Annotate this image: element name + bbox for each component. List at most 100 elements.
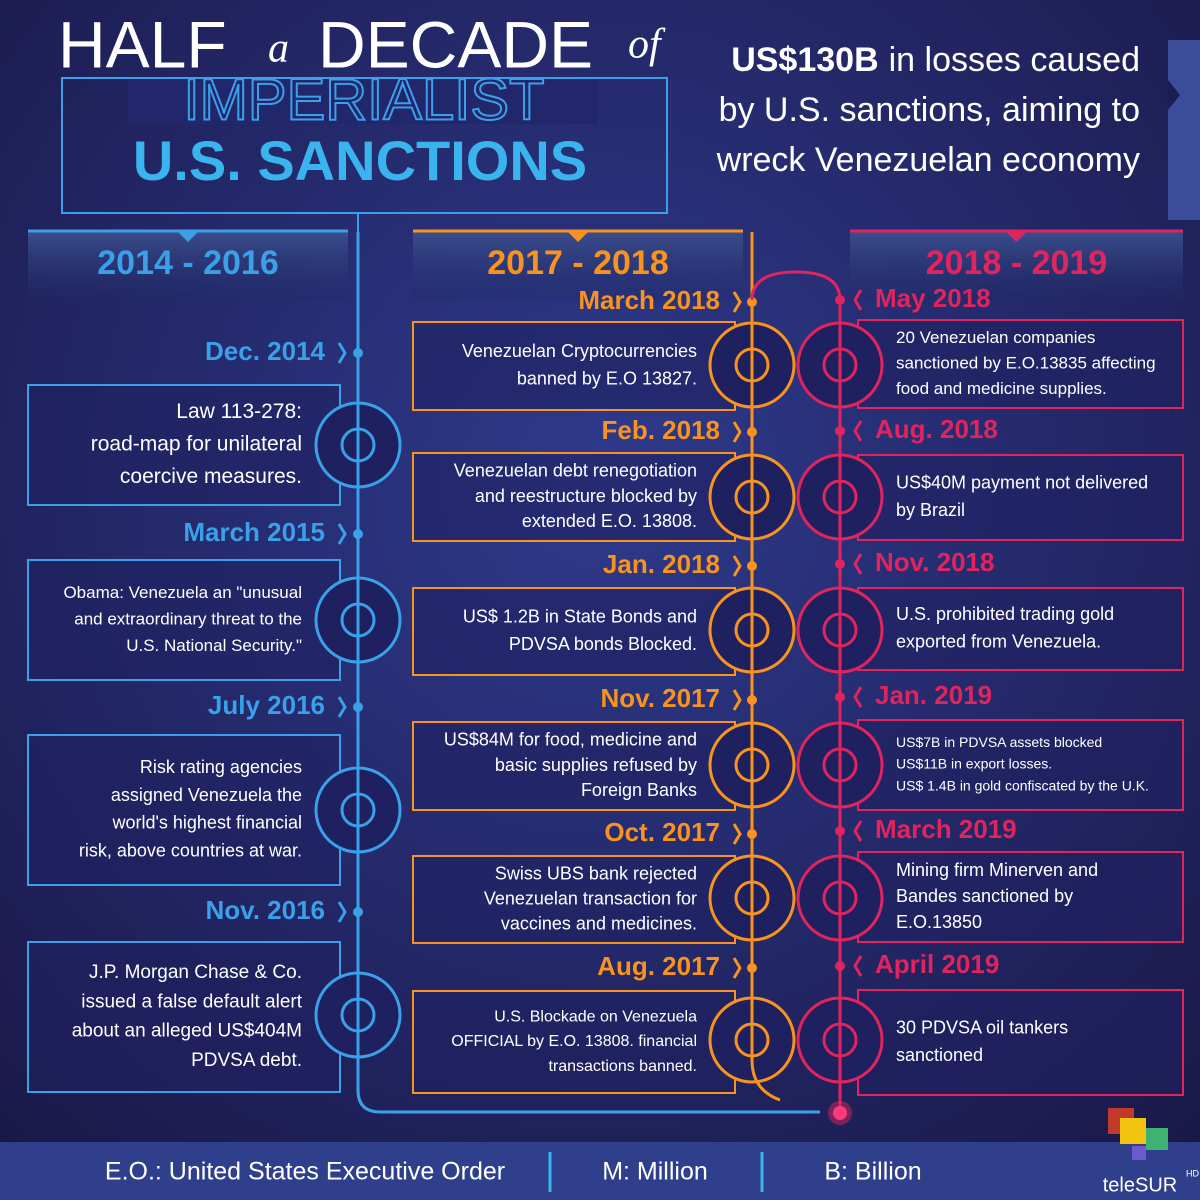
event-text: Obama: Venezuela an "unusual — [63, 583, 302, 602]
legend-item: E.O.: United States Executive Order — [105, 1158, 505, 1186]
event-text: road-map for unilateral — [91, 433, 302, 456]
event-date: Nov. 2016 — [206, 895, 325, 925]
event-box — [857, 587, 1184, 671]
event-text: OFFICIAL by E.O. 13808. financial — [451, 1033, 697, 1050]
event-text: Mining firm Minerven and — [896, 860, 1098, 880]
logo-mark — [1108, 1108, 1168, 1160]
date-chevron — [732, 823, 742, 845]
event-text: US$40M payment not delivered — [896, 472, 1148, 492]
event-text: 20 Venezuelan companies — [896, 328, 1095, 347]
event-text: PDVSA bonds Blocked. — [509, 634, 697, 654]
event-date: Aug. 2017 — [597, 951, 720, 981]
event-text: Foreign Banks — [581, 780, 697, 800]
date-chevron — [853, 686, 863, 708]
date-chevron — [337, 696, 347, 718]
event-text: about an alleged US$404M — [72, 1021, 302, 1042]
event-text: by Brazil — [896, 500, 965, 520]
event-text: exported from Venezuela. — [896, 632, 1101, 652]
headline-line: US$130B in losses caused — [731, 41, 1140, 79]
event-text: extended E.O. 13808. — [522, 511, 697, 531]
legend-item: B: Billion — [824, 1158, 921, 1186]
event-text: basic supplies refused by — [495, 755, 697, 775]
event-date: Nov. 2018 — [875, 547, 994, 577]
date-chevron — [853, 420, 863, 442]
event-box — [857, 319, 1184, 409]
event-box — [857, 454, 1184, 541]
event-date: April 2019 — [875, 949, 999, 979]
column-header-notch — [178, 232, 198, 242]
event-text: vaccines and medicines. — [501, 913, 697, 933]
event-text: E.O.13850 — [896, 912, 982, 932]
date-chevron — [853, 289, 863, 311]
event-box — [27, 941, 341, 1093]
event-text: US$ 1.4B in gold confiscated by the U.K. — [896, 777, 1149, 793]
date-chevron — [732, 957, 742, 979]
title-main: U.S. SANCTIONS — [133, 129, 587, 192]
event-text: Risk rating agencies — [140, 757, 302, 777]
event-text: Venezuelan Cryptocurrencies — [462, 341, 697, 361]
date-chevron — [732, 689, 742, 711]
event-text: coercive measures. — [120, 465, 302, 488]
footer-bar — [0, 1142, 1200, 1200]
title-word: of — [628, 22, 666, 68]
event-text: Venezuelan debt renegotiation — [454, 460, 697, 480]
title-word: a — [268, 26, 289, 72]
event-box — [27, 559, 341, 681]
title-mask — [128, 80, 598, 124]
event-text: US$84M for food, medicine and — [444, 729, 697, 749]
event-text: transactions banned. — [548, 1058, 697, 1075]
date-chevron — [732, 555, 742, 577]
event-text: U.S. Blockade on Venezuela — [494, 1008, 697, 1025]
event-date: Jan. 2019 — [875, 680, 992, 710]
event-date: Oct. 2017 — [604, 817, 720, 847]
event-box — [27, 734, 341, 886]
title-subline: IMPERIALIST — [184, 67, 545, 132]
headline-arrow — [1168, 80, 1180, 110]
title-word: HALF — [58, 7, 227, 81]
event-box — [857, 989, 1184, 1096]
event-box — [412, 452, 736, 542]
event-text: and extraordinary threat to the — [74, 609, 302, 628]
date-chevron — [732, 291, 742, 313]
headline-line: wreck Venezuelan economy — [716, 141, 1140, 179]
event-text: Law 113-278: — [176, 400, 302, 423]
headline-text: in losses caused — [889, 41, 1140, 79]
column-heading: 2018 - 2019 — [926, 244, 1108, 282]
event-text: world's highest financial — [111, 813, 302, 833]
date-chevron — [732, 421, 742, 443]
headline-tab — [1168, 40, 1200, 220]
event-box — [412, 855, 736, 944]
event-text: sanctioned — [896, 1045, 983, 1065]
event-box — [412, 721, 736, 811]
event-box — [857, 719, 1184, 811]
event-date: Jan. 2018 — [603, 549, 720, 579]
logo-badge: HD — [1186, 1168, 1199, 1178]
headline-line: by U.S. sanctions, aiming to — [719, 91, 1140, 129]
title-word: DECADE — [318, 7, 593, 81]
date-chevron — [337, 342, 347, 364]
event-date: March 2018 — [578, 285, 720, 315]
column-heading: 2017 - 2018 — [487, 244, 669, 282]
event-text: U.S. prohibited trading gold — [896, 604, 1114, 624]
date-chevron — [337, 901, 347, 923]
date-chevron — [853, 553, 863, 575]
column-header-notch — [568, 232, 588, 242]
event-text: Swiss UBS bank rejected — [495, 863, 697, 883]
event-text: food and medicine supplies. — [896, 379, 1107, 398]
event-date: May 2018 — [875, 283, 991, 313]
event-text: sanctioned by E.O.13835 affecting — [896, 353, 1156, 372]
event-text: PDVSA debt. — [191, 1050, 302, 1071]
title-frame — [61, 77, 668, 214]
event-box — [412, 587, 736, 676]
date-chevron — [337, 523, 347, 545]
event-date: Dec. 2014 — [205, 336, 326, 366]
event-box — [857, 851, 1184, 943]
event-text: U.S. National Security." — [126, 636, 302, 655]
event-text: assigned Venezuela the — [111, 785, 302, 805]
event-date: Feb. 2018 — [601, 415, 720, 445]
event-text: US$11B in export losses. — [896, 756, 1052, 772]
event-text: 30 PDVSA oil tankers — [896, 1017, 1068, 1037]
date-chevron — [853, 955, 863, 977]
event-text: banned by E.O 13827. — [517, 369, 697, 389]
